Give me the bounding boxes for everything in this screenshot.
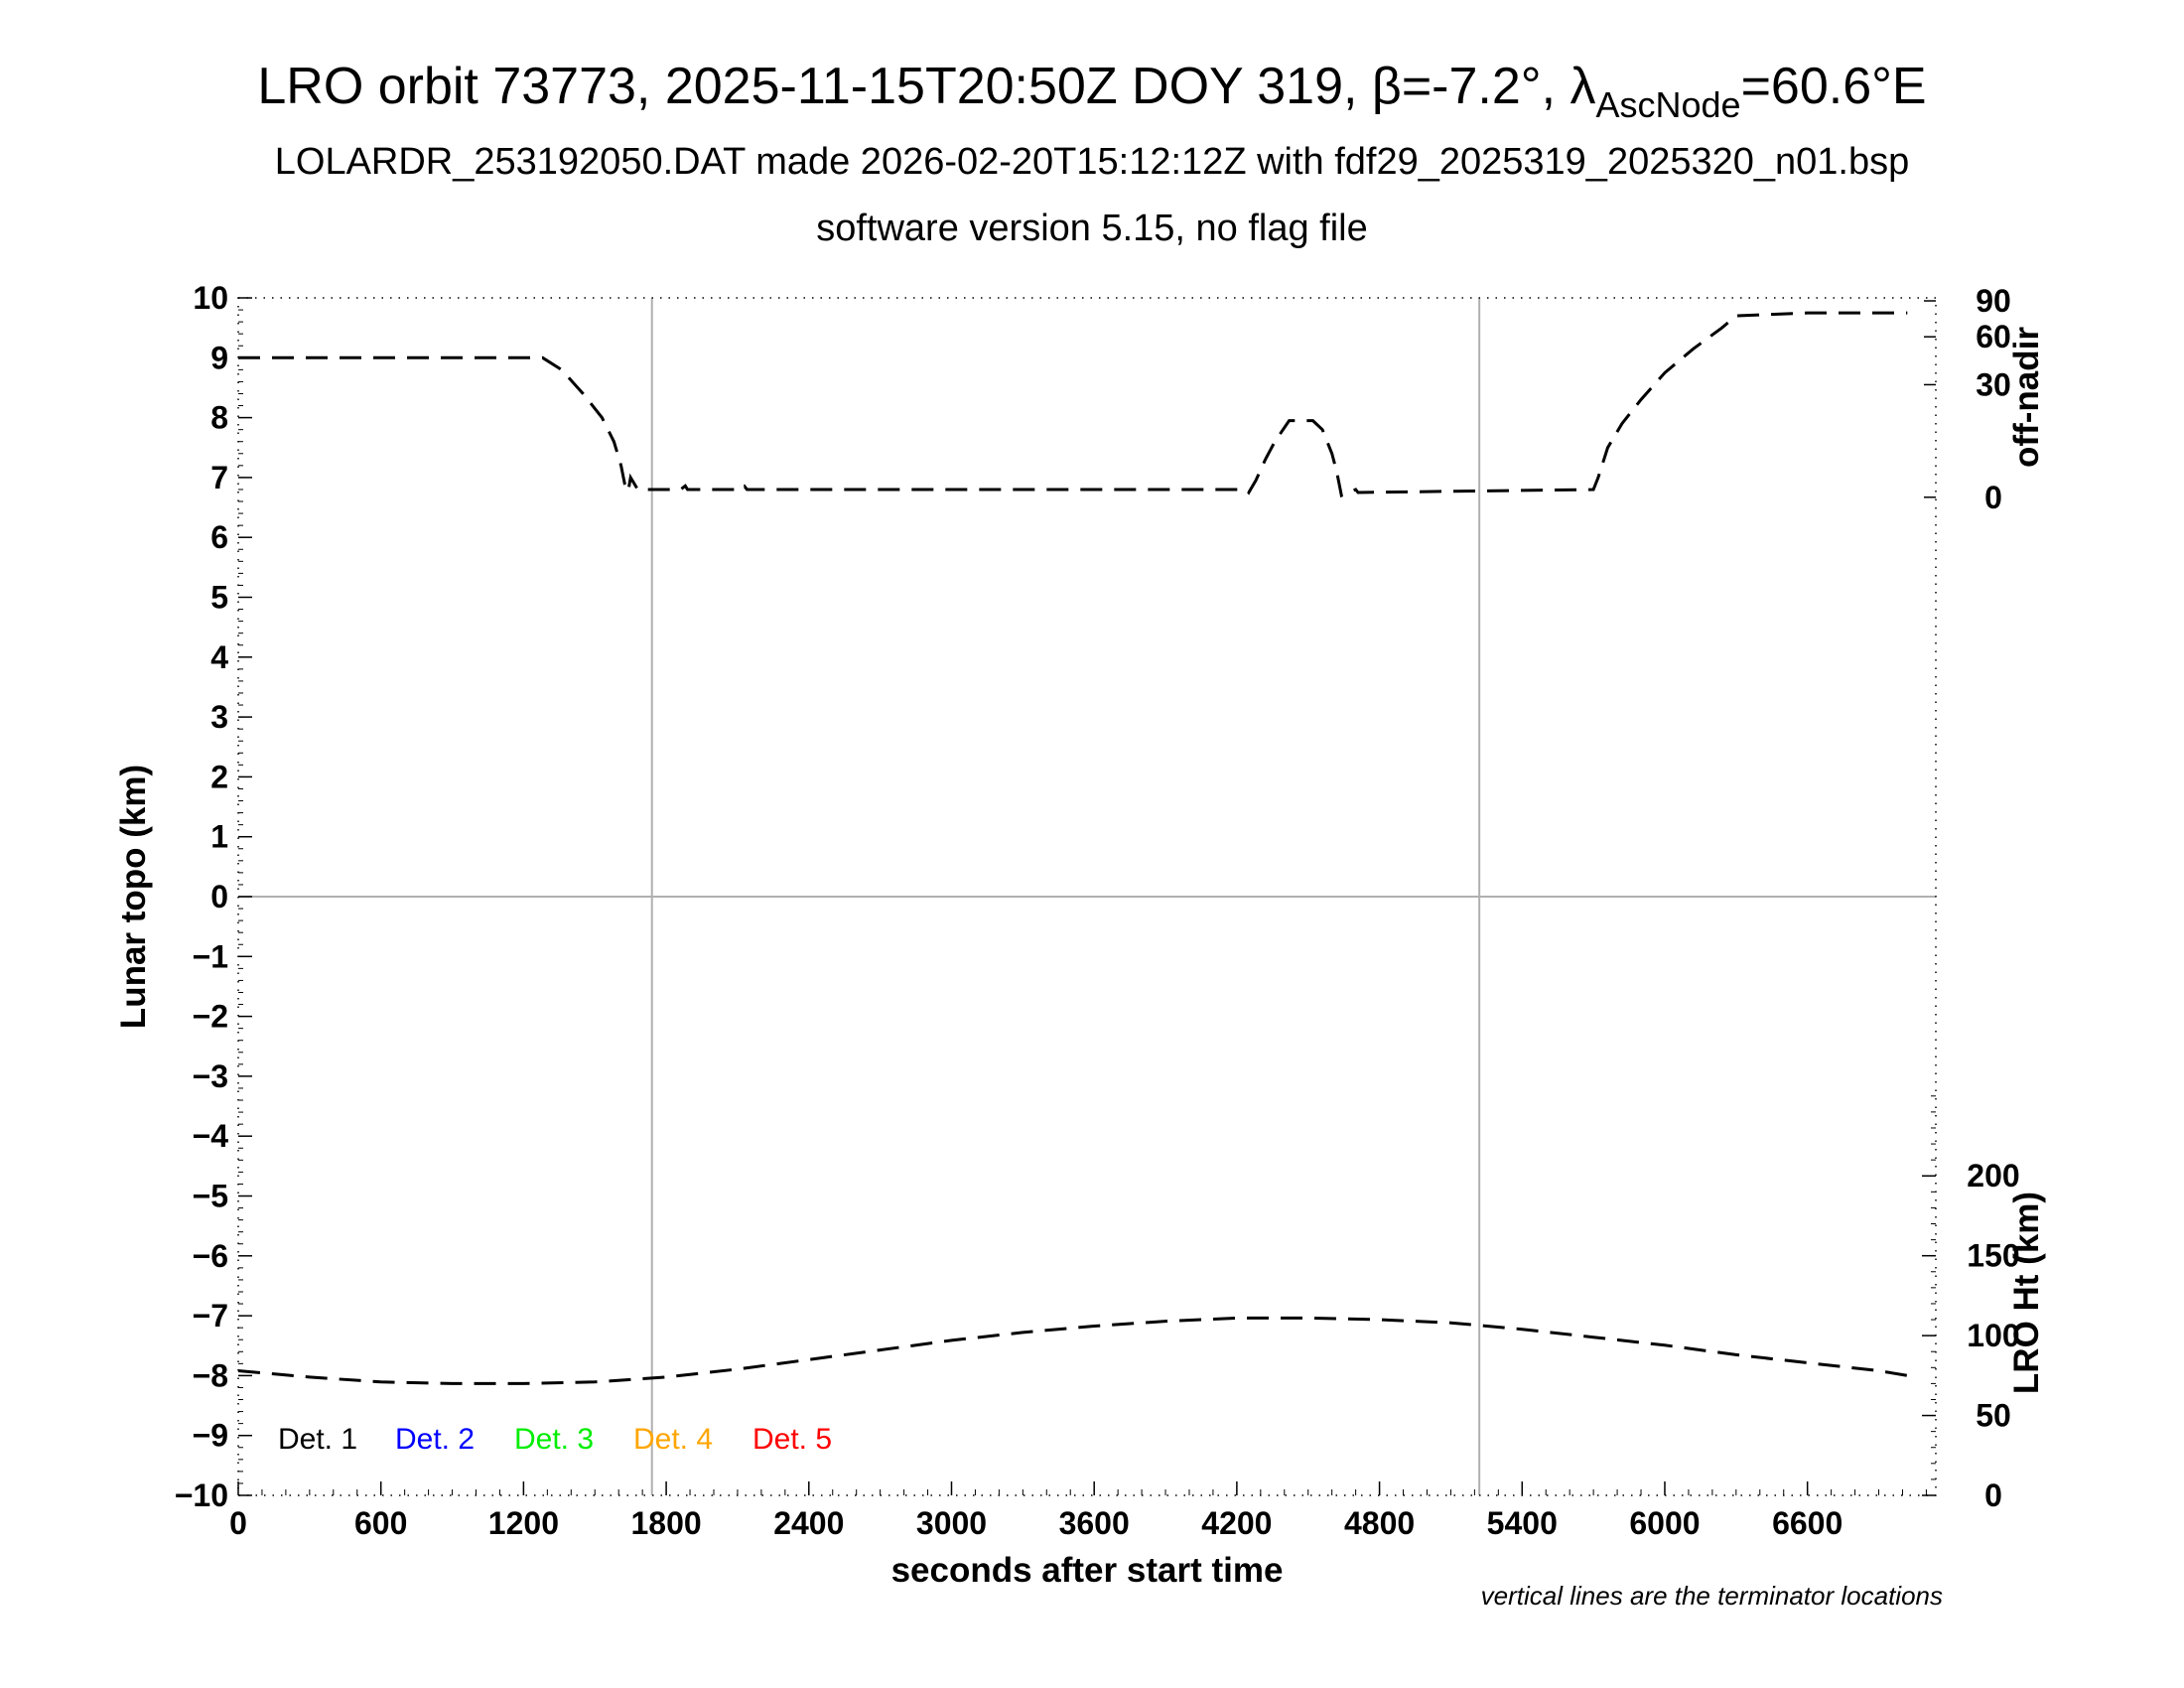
x-tick-label: 0 bbox=[229, 1505, 247, 1541]
x-tick-label: 1200 bbox=[488, 1505, 559, 1541]
legend-det-2: Det. 2 bbox=[395, 1423, 475, 1456]
y-tick-label: 7 bbox=[210, 460, 228, 495]
y-tick-label: −3 bbox=[193, 1058, 228, 1094]
y-axis-label-left: Lunar topo (km) bbox=[114, 765, 153, 1029]
chart-title-main: LRO orbit 73773, 2025-11-15T20:50Z DOY 3… bbox=[257, 58, 1595, 115]
y-tick-label: 8 bbox=[210, 400, 228, 436]
right-bottom-tick-label: 200 bbox=[1967, 1158, 2019, 1194]
y-tick-label: 2 bbox=[210, 759, 228, 794]
legend-det-5: Det. 5 bbox=[752, 1423, 832, 1456]
series-layer bbox=[237, 311, 1908, 1385]
y-tick-label: −4 bbox=[193, 1118, 229, 1154]
x-tick-label: 3000 bbox=[916, 1505, 987, 1541]
x-tick-label: 600 bbox=[354, 1505, 407, 1541]
y-tick-label: 10 bbox=[193, 280, 228, 316]
right-bottom-tick-label: 0 bbox=[1984, 1477, 2002, 1513]
legend-det-3: Det. 3 bbox=[514, 1423, 594, 1456]
right-top-tick-label: 60 bbox=[1976, 319, 2011, 354]
right-top-tick-label: 30 bbox=[1976, 366, 2011, 402]
grid-layer bbox=[238, 298, 1936, 1495]
chart-title-suffix: =60.6°E bbox=[1741, 58, 1927, 115]
series-off-nadir bbox=[238, 311, 1908, 498]
y-tick-label: 3 bbox=[210, 699, 228, 735]
y-tick-label: 4 bbox=[210, 639, 228, 675]
y-tick-label: −8 bbox=[193, 1357, 228, 1393]
right-bottom-tick-label: 100 bbox=[1967, 1318, 2019, 1353]
y-tick-label: −6 bbox=[193, 1238, 228, 1274]
legend-det-4: Det. 4 bbox=[633, 1423, 713, 1456]
y-tick-label: −10 bbox=[175, 1477, 228, 1513]
y-axis-label-right-top: off-nadir bbox=[2007, 327, 2046, 468]
y-tick-label: 0 bbox=[210, 879, 228, 914]
series-lro-height bbox=[237, 1316, 1908, 1385]
y-tick-label: 9 bbox=[210, 340, 228, 375]
y-tick-label: 6 bbox=[210, 519, 228, 555]
right-bottom-tick-label: 50 bbox=[1976, 1398, 2011, 1434]
x-tick-label: 6000 bbox=[1629, 1505, 1700, 1541]
x-tick-label: 5400 bbox=[1487, 1505, 1558, 1541]
y-tick-label: −9 bbox=[193, 1418, 228, 1454]
y-tick-label: −1 bbox=[193, 938, 228, 974]
y-tick-label: 1 bbox=[210, 819, 228, 855]
x-tick-label: 4800 bbox=[1344, 1505, 1415, 1541]
x-tick-label: 3600 bbox=[1059, 1505, 1130, 1541]
y-axis-label-right-bottom: LRO Ht (km) bbox=[2007, 1192, 2046, 1394]
x-tick-label: 1800 bbox=[630, 1505, 701, 1541]
y-tick-label: 5 bbox=[210, 580, 228, 616]
x-axis-label: seconds after start time bbox=[891, 1551, 1284, 1590]
x-tick-label: 6600 bbox=[1772, 1505, 1843, 1541]
right-bottom-tick-label: 150 bbox=[1967, 1238, 2019, 1274]
y-tick-label: −5 bbox=[193, 1179, 228, 1214]
y-tick-label: −2 bbox=[193, 999, 228, 1035]
chart-title: LRO orbit 73773, 2025-11-15T20:50Z DOY 3… bbox=[257, 58, 1926, 125]
chart-subtitle-1: LOLARDR_253192050.DAT made 2026-02-20T15… bbox=[275, 141, 1910, 183]
right-top-tick-label: 0 bbox=[1984, 480, 2002, 515]
chart-title-subscript: AscNode bbox=[1595, 84, 1740, 125]
legend-det-1: Det. 1 bbox=[278, 1423, 357, 1456]
footnote: vertical lines are the terminator locati… bbox=[1481, 1581, 1943, 1611]
y-tick-label: −7 bbox=[193, 1298, 228, 1334]
right-top-tick-label: 90 bbox=[1976, 283, 2011, 319]
x-tick-label: 2400 bbox=[773, 1505, 844, 1541]
plot-frame bbox=[237, 297, 1937, 1496]
x-tick-label: 4200 bbox=[1201, 1505, 1272, 1541]
chart-subtitle-2: software version 5.15, no flag file bbox=[816, 208, 1368, 249]
